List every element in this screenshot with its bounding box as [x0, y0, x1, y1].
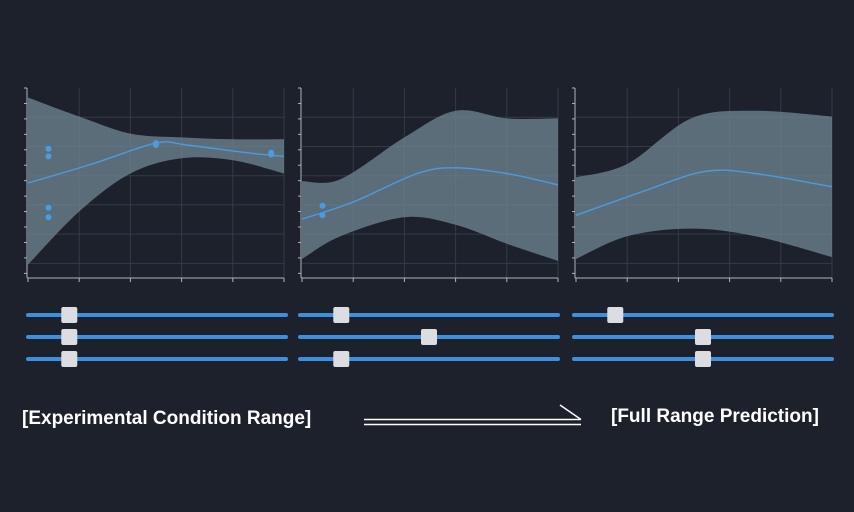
data-point [268, 151, 275, 158]
data-point [319, 212, 326, 219]
slider-thumb[interactable] [61, 351, 78, 367]
data-point [153, 142, 159, 148]
slider-thumb[interactable] [61, 329, 78, 345]
data-point [45, 153, 52, 160]
chart-panel-2 [298, 87, 560, 367]
slider-3-3[interactable] [572, 351, 834, 367]
slider-2-2[interactable] [298, 329, 560, 345]
slider-1-1[interactable] [26, 307, 288, 323]
arrow-right-icon [364, 404, 582, 426]
mean-prediction-line [301, 167, 559, 220]
confidence-band [576, 110, 832, 259]
slider-thumb[interactable] [333, 307, 350, 323]
full-range-prediction-label: [Full Range Prediction] [611, 406, 819, 427]
arrow-head [559, 404, 582, 421]
confidence-band [28, 97, 284, 265]
mean-prediction-line [575, 169, 833, 216]
slider-1-3[interactable] [26, 351, 288, 367]
chart-panel-3 [572, 87, 834, 367]
slider-3-2[interactable] [572, 329, 834, 345]
slider-thumb[interactable] [607, 307, 624, 323]
data-point [45, 204, 52, 211]
slider-thumb[interactable] [333, 351, 350, 367]
mean-prediction-line [27, 141, 285, 184]
slider-thumb[interactable] [695, 351, 711, 367]
slider-thumb[interactable] [61, 307, 78, 323]
slider-thumb[interactable] [421, 329, 437, 345]
chart-panel-1 [24, 87, 288, 367]
slider-2-3[interactable] [298, 351, 560, 367]
data-point [45, 145, 52, 152]
confidence-band [302, 110, 558, 261]
slider-3-1[interactable] [572, 307, 834, 323]
experimental-range-label: [Experimental Condition Range] [22, 408, 312, 429]
slider-thumb[interactable] [695, 329, 711, 345]
data-point [319, 202, 326, 209]
slider-1-2[interactable] [26, 329, 288, 345]
slider-2-1[interactable] [298, 307, 560, 323]
data-point [45, 214, 52, 221]
